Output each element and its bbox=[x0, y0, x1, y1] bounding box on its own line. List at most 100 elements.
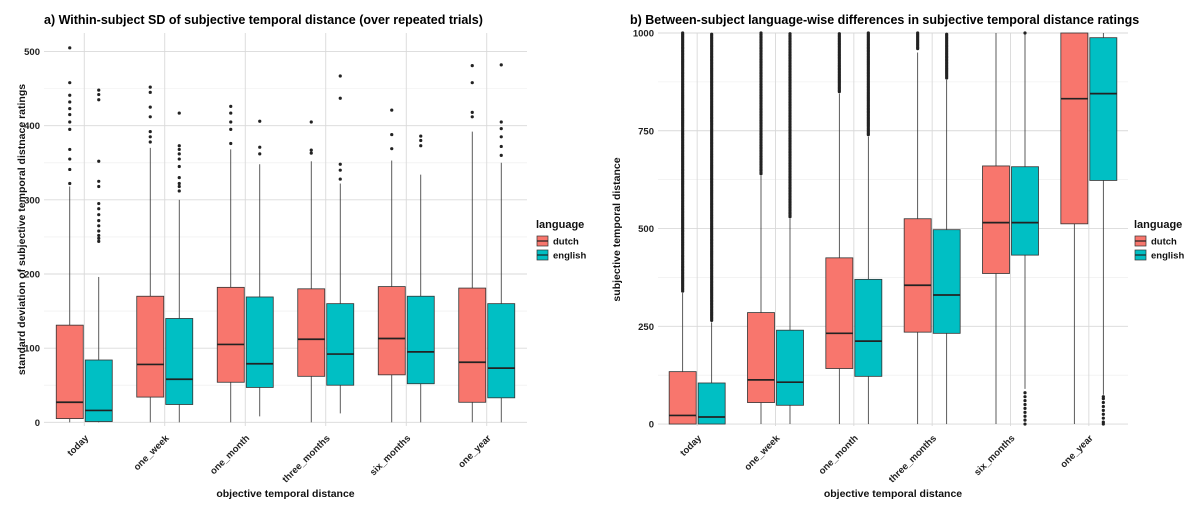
outlier-point bbox=[177, 157, 181, 161]
box-dutch-six_months bbox=[377, 108, 406, 423]
outlier-point bbox=[177, 175, 181, 180]
legend-label-english: english bbox=[553, 251, 586, 262]
x-tick-label-six_months: six_months bbox=[972, 433, 1017, 478]
box-iqr bbox=[903, 218, 932, 333]
outlier-point bbox=[68, 167, 72, 172]
box-dutch-today bbox=[55, 46, 84, 423]
outlier-point bbox=[68, 93, 72, 97]
box-iqr bbox=[1060, 32, 1089, 225]
y-tick-label: 0 bbox=[35, 418, 40, 429]
x-tick-label-three_months: three_months bbox=[280, 433, 332, 485]
outlier-point bbox=[470, 115, 474, 119]
outlier-point bbox=[470, 64, 474, 68]
y-tick-label: 750 bbox=[638, 126, 654, 137]
box-english-three_months bbox=[932, 32, 961, 425]
y-tick-label: 300 bbox=[24, 195, 40, 206]
outlier-point bbox=[390, 147, 394, 151]
outlier-point bbox=[97, 207, 101, 211]
box-english-one_week bbox=[776, 32, 804, 425]
outlier-point bbox=[1023, 410, 1027, 414]
y-tick-label: 500 bbox=[638, 224, 654, 235]
box-dutch-one_month bbox=[825, 32, 854, 425]
outlier-point bbox=[68, 112, 72, 117]
box-english-six_months bbox=[406, 134, 435, 423]
box-dutch-one_year bbox=[1060, 32, 1089, 425]
outlier-point bbox=[419, 138, 423, 143]
outlier-point bbox=[68, 127, 72, 131]
outlier-point bbox=[338, 168, 342, 172]
box-dutch-one_week bbox=[136, 85, 165, 423]
box-english-three_months bbox=[326, 74, 355, 414]
outlier-point bbox=[338, 177, 342, 181]
outlier-point bbox=[1023, 414, 1027, 418]
outlier-point bbox=[1023, 422, 1027, 426]
outlier-point bbox=[229, 104, 233, 109]
box-english-six_months bbox=[1011, 31, 1039, 426]
box-english-one_year bbox=[487, 63, 516, 423]
outlier-point bbox=[229, 120, 233, 124]
outlier-point bbox=[499, 135, 503, 139]
x-tick-label-one_year: one_year bbox=[1058, 433, 1095, 470]
outlier-point bbox=[866, 31, 870, 35]
outlier-point bbox=[916, 31, 920, 35]
y-tick-label: 1000 bbox=[633, 29, 654, 40]
box-iqr bbox=[216, 286, 245, 383]
outlier-point bbox=[1023, 418, 1027, 422]
outlier-point bbox=[97, 213, 101, 217]
outlier-point bbox=[177, 147, 181, 152]
outlier-point bbox=[177, 184, 181, 189]
outlier-point bbox=[499, 63, 503, 67]
x-tick-label-one_month: one_month bbox=[208, 433, 252, 477]
outlier-point bbox=[338, 96, 342, 100]
outlier-point bbox=[338, 162, 342, 166]
outlier-point bbox=[499, 144, 503, 149]
y-tick-label: 200 bbox=[24, 269, 40, 280]
x-axis-label: objective temporal distance bbox=[216, 488, 354, 500]
box-iqr bbox=[55, 324, 84, 419]
chart-title: a) Within-subject SD of subjective tempo… bbox=[44, 13, 483, 27]
outlier-point bbox=[390, 132, 394, 137]
box-english-one_month bbox=[245, 119, 274, 417]
outlier-point bbox=[788, 32, 792, 36]
x-tick-label-one_week: one_week bbox=[742, 433, 782, 473]
outlier-point bbox=[681, 31, 685, 35]
outlier-point bbox=[148, 140, 152, 144]
outlier-point bbox=[97, 233, 101, 238]
outlier-point bbox=[258, 119, 262, 123]
outlier-point bbox=[68, 100, 72, 104]
outlier-point bbox=[1101, 416, 1105, 420]
outlier-point bbox=[759, 31, 763, 35]
outlier-point bbox=[97, 159, 101, 163]
box-iqr bbox=[458, 287, 487, 403]
outlier-point bbox=[177, 152, 181, 156]
box-dutch-one_week bbox=[747, 31, 775, 425]
x-tick-label-one_month: one_month bbox=[817, 433, 861, 477]
outlier-point bbox=[419, 134, 423, 138]
chart-a-within-subject-sd: 0 100 200 300 400 500 today one_week one_month th… bbox=[16, 13, 586, 500]
y-tick-label: 250 bbox=[638, 322, 654, 333]
box-iqr bbox=[1089, 37, 1118, 181]
outlier-point bbox=[97, 88, 101, 92]
box-dutch-three_months bbox=[297, 120, 326, 423]
box-iqr bbox=[136, 295, 165, 398]
box-iqr bbox=[487, 303, 516, 399]
box-iqr bbox=[825, 257, 854, 369]
outlier-point bbox=[710, 32, 714, 36]
outlier-point bbox=[470, 110, 474, 114]
outlier-point bbox=[258, 145, 262, 149]
box-dutch-six_months bbox=[982, 33, 1010, 425]
outlier-point bbox=[68, 81, 72, 85]
outlier-point bbox=[499, 120, 503, 124]
x-axis-label: objective temporal distance bbox=[824, 488, 962, 500]
outlier-point bbox=[1023, 402, 1027, 407]
box-iqr bbox=[697, 382, 726, 425]
box-english-one_year bbox=[1089, 33, 1118, 426]
outlier-point bbox=[68, 120, 72, 124]
outlier-point bbox=[1101, 420, 1105, 424]
outlier-point bbox=[177, 164, 181, 169]
outlier-point bbox=[945, 32, 949, 36]
box-iqr bbox=[245, 296, 274, 388]
outlier-point bbox=[470, 81, 474, 85]
x-tick-label-today: today bbox=[678, 433, 704, 459]
outlier-point bbox=[97, 201, 101, 206]
